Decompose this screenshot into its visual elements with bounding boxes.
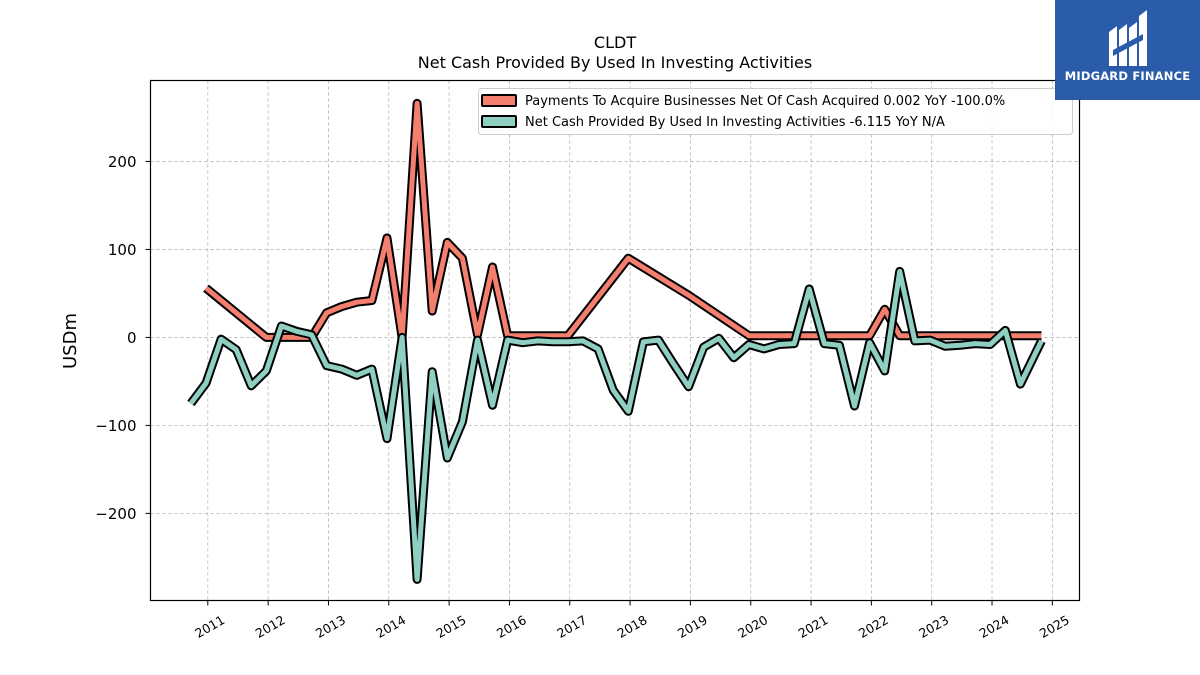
brand-logo: MIDGARD FINANCE	[1055, 0, 1200, 100]
series-1-line	[188, 268, 1044, 582]
midgard-logo-icon	[1109, 10, 1147, 66]
legend: Payments To Acquire Businesses Net Of Ca…	[478, 88, 1073, 135]
series-group	[187, 98, 1046, 584]
x-axis: 2011 2012 2013 2014 2015 2016 2017 2018 2019 2020…	[192, 600, 1072, 641]
x-tick-label: 2017	[554, 612, 589, 641]
x-tick-label: 2011	[192, 612, 227, 641]
x-tick-label: 2016	[494, 612, 529, 641]
y-tick-label: −100	[95, 417, 136, 435]
legend-box	[478, 88, 1073, 135]
y-axis-label: USDm	[60, 313, 81, 369]
x-tick-label: 2013	[313, 612, 348, 641]
x-tick-label: 2018	[615, 612, 650, 641]
x-tick-label: 2024	[976, 612, 1011, 641]
series-0-outline	[203, 98, 1042, 342]
chart-title: CLDT	[594, 33, 636, 52]
y-tick-label: 0	[127, 329, 137, 347]
x-tick-label: 2022	[856, 612, 891, 641]
legend-entry-1: Net Cash Provided By Used In Investing A…	[525, 115, 945, 130]
x-tick-label: 2023	[916, 612, 951, 641]
x-tick-label: 2021	[796, 612, 831, 641]
x-tick-label: 2012	[253, 612, 288, 641]
x-tick-label: 2020	[735, 612, 770, 641]
y-tick-label: −200	[95, 505, 136, 523]
legend-swatch-1	[481, 115, 517, 128]
y-tick-label: 200	[108, 153, 137, 171]
series-0-line	[204, 100, 1042, 340]
x-tick-label: 2019	[675, 612, 710, 641]
x-tick-label: 2014	[373, 612, 408, 641]
y-axis: 200 100 0 −100 −200	[95, 153, 151, 523]
x-tick-label: 2015	[434, 612, 469, 641]
x-tick-label: 2025	[1037, 612, 1072, 641]
legend-swatch-0	[481, 94, 517, 107]
chart-subtitle: Net Cash Provided By Used In Investing A…	[418, 53, 812, 72]
y-tick-label: 100	[108, 241, 137, 259]
plot-area	[149, 79, 1081, 602]
brand-name: MIDGARD FINANCE	[1064, 69, 1191, 83]
legend-entry-0: Payments To Acquire Businesses Net Of Ca…	[525, 94, 1005, 109]
